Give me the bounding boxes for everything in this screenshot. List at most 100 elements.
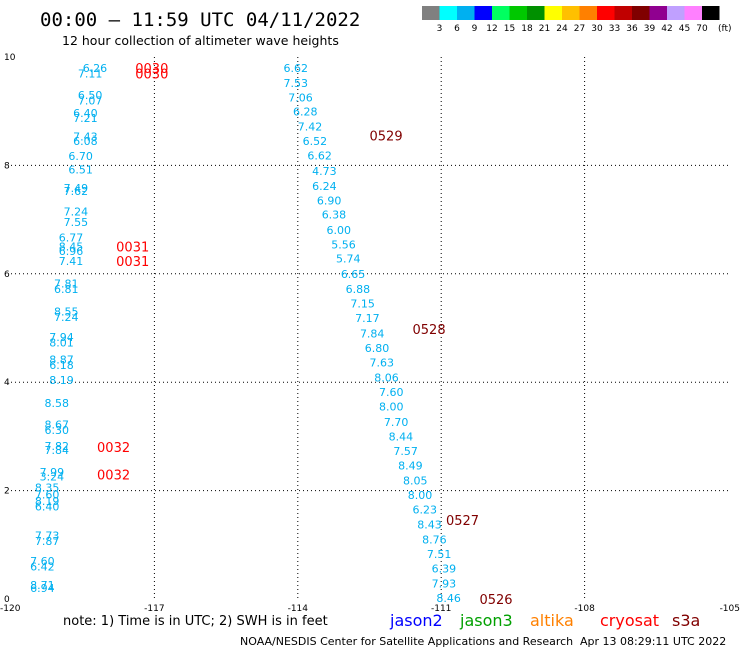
colorbar-swatch xyxy=(492,6,510,20)
colorbar-swatch xyxy=(614,6,632,20)
swh-value-track-b: 8.46 xyxy=(436,592,461,605)
y-tick-label: 6 xyxy=(4,270,10,280)
colorbar-label: 70 xyxy=(696,24,708,34)
pass-time-label: 0031 xyxy=(116,255,149,270)
pass-time-label: 0529 xyxy=(370,130,403,145)
swh-value-track-a: 6.40 xyxy=(35,500,60,513)
axis-ticks: -120 -117 -114 -111 -108 -105 0 2 4 6 8 10 xyxy=(0,53,740,614)
colorbar-label: 36 xyxy=(626,24,638,34)
swh-value-track-a: 8.01 xyxy=(49,337,74,350)
colorbar-swatch xyxy=(562,6,580,20)
colorbar-label: 3 xyxy=(437,24,443,34)
colorbar-swatch xyxy=(684,6,702,20)
swh-value-track-b: 8.49 xyxy=(398,460,423,473)
swh-value-track-b: 6.23 xyxy=(413,504,438,517)
swh-value-track-a: 6.70 xyxy=(68,150,93,163)
pass-time-label: 0032 xyxy=(97,468,130,483)
swh-value-track-a: 8.67 xyxy=(44,418,69,431)
colorbar-swatch xyxy=(579,6,597,20)
satellite-legend: jason2 jason3 altika cryosat s3a xyxy=(389,611,700,630)
swh-value-track-a: 7.24 xyxy=(64,205,89,218)
swh-value-track-b: 8.00 xyxy=(379,401,404,414)
colorbar-swatch xyxy=(702,6,720,20)
swh-value-track-b: 7.60 xyxy=(379,386,404,399)
credit-text: NOAA/NESDIS Center for Satellite Applica… xyxy=(240,635,573,648)
swh-value-track-b: 6.38 xyxy=(322,209,347,222)
x-tick-label: -108 xyxy=(574,604,595,614)
swh-value-track-b: 7.51 xyxy=(427,548,452,561)
swh-value-track-a: 6.77 xyxy=(59,231,84,244)
swh-value-track-b: 6.65 xyxy=(341,268,366,281)
swh-value-track-a: 8.19 xyxy=(35,495,60,508)
swh-value-track-a: 7.60 xyxy=(35,488,60,501)
swh-value-track-a: 8.35 xyxy=(35,481,60,494)
colorbar-swatch xyxy=(527,6,545,20)
y-tick-label: 0 xyxy=(4,595,10,605)
y-tick-label: 8 xyxy=(4,161,10,171)
swh-value-track-a: 7.49 xyxy=(64,182,89,195)
data-marks: 6.267.116.507.076.407.217.436.086.706.51… xyxy=(30,62,512,608)
colorbar-swatch xyxy=(632,6,650,20)
swh-value-track-a: 8.55 xyxy=(54,306,79,319)
colorbar-label: 21 xyxy=(539,24,550,34)
swh-value-track-b: 6.80 xyxy=(365,342,390,355)
swh-value-track-b: 7.84 xyxy=(360,327,385,340)
swh-value-track-a: 7.81 xyxy=(54,278,79,291)
swh-value-track-a: 7.07 xyxy=(78,94,103,107)
swh-value-track-a: 7.73 xyxy=(35,530,60,543)
swh-value-track-b: 4.73 xyxy=(312,165,337,178)
swh-value-track-b: 6.28 xyxy=(293,106,318,119)
colorbar-swatch xyxy=(457,6,475,20)
satellite-cryosat: cryosat xyxy=(600,611,659,630)
swh-value-track-a: 7.94 xyxy=(49,331,74,344)
timestamp-text: Apr 13 08:29:11 UTC 2022 xyxy=(580,635,726,648)
swh-value-track-a: 8.45 xyxy=(59,241,84,254)
pass-time-label: 0032 xyxy=(97,441,130,456)
colorbar-swatch xyxy=(422,6,440,20)
colorbar-unit: (ft) xyxy=(718,24,732,34)
swh-value-track-a: 6.96 xyxy=(59,245,84,258)
swh-value-track-b: 7.17 xyxy=(355,312,380,325)
swh-value-track-b: 6.24 xyxy=(312,180,337,193)
swh-value-track-b: 7.06 xyxy=(288,92,313,105)
colorbar-label: 24 xyxy=(556,24,568,34)
satellite-jason2: jason2 xyxy=(389,611,443,630)
swh-value-track-a: 6.94 xyxy=(30,582,55,595)
x-tick-label: -105 xyxy=(720,604,740,614)
y-tick-label: 10 xyxy=(4,53,16,63)
swh-value-track-b: 7.15 xyxy=(350,298,375,311)
satellite-s3a: s3a xyxy=(672,611,700,630)
swh-value-track-a: 6.18 xyxy=(49,359,74,372)
swh-value-track-a: 7.87 xyxy=(35,535,60,548)
colorbar-label: 39 xyxy=(644,24,656,34)
satellite-altika: altika xyxy=(530,611,574,630)
colorbar-label: 30 xyxy=(591,24,603,34)
colorbar-label: 45 xyxy=(679,24,690,34)
swh-value-track-b: 5.56 xyxy=(331,239,356,252)
swh-value-track-b: 6.62 xyxy=(283,62,308,75)
x-tick-label: -111 xyxy=(431,604,451,614)
colorbar-swatch xyxy=(474,6,492,20)
swh-value-track-a: 8.71 xyxy=(30,579,55,592)
y-tick-label: 2 xyxy=(4,487,10,497)
swh-value-track-a: 7.99 xyxy=(40,466,65,479)
swh-value-track-b: 5.74 xyxy=(336,253,361,266)
swh-value-track-a: 3.24 xyxy=(40,471,65,484)
colorbar-label: 15 xyxy=(504,24,515,34)
y-tick-label: 4 xyxy=(4,378,10,388)
x-tick-label: -117 xyxy=(144,604,164,614)
colorbar-label: 18 xyxy=(521,24,533,34)
colorbar-swatch xyxy=(649,6,667,20)
colorbar-swatch xyxy=(509,6,527,20)
swh-value-track-a: 7.21 xyxy=(73,112,98,125)
colorbar-label: 33 xyxy=(609,24,620,34)
colorbar-label: 12 xyxy=(486,24,497,34)
swh-value-track-a: 6.50 xyxy=(78,89,103,102)
chart-title: 00:00 – 11:59 UTC 04/11/2022 xyxy=(40,9,360,31)
colorbar-label: 42 xyxy=(661,24,672,34)
swh-value-track-b: 8.00 xyxy=(408,489,433,502)
colorbar-label: 9 xyxy=(472,24,478,34)
swh-value-track-a: 6.30 xyxy=(44,424,69,437)
pass-time-label: 0031 xyxy=(116,241,149,256)
